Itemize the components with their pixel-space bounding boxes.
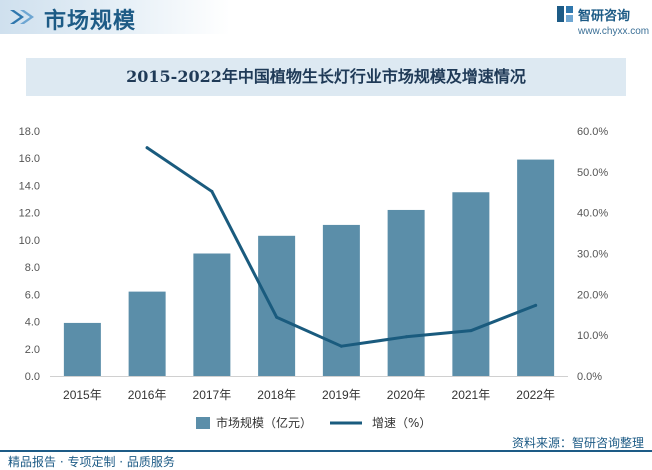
source-note: 资料来源：智研咨询整理 bbox=[511, 436, 644, 450]
y-left-tick-label: 0.0 bbox=[25, 371, 40, 383]
x-tick-label: 2018年 bbox=[257, 388, 296, 402]
y-left-tick-label: 12.0 bbox=[19, 208, 40, 220]
growth-point bbox=[534, 303, 538, 307]
growth-point bbox=[210, 189, 214, 193]
growth-point bbox=[469, 329, 473, 333]
bar bbox=[387, 209, 425, 376]
brand-url: www.chyxx.com bbox=[578, 26, 650, 37]
y-left-tick-label: 8.0 bbox=[25, 262, 40, 274]
y-right-tick-label: 60.0% bbox=[577, 126, 608, 138]
x-tick-label: 2021年 bbox=[452, 388, 491, 402]
bar bbox=[193, 253, 231, 376]
bar bbox=[517, 159, 555, 376]
y-left-tick-label: 4.0 bbox=[25, 317, 40, 329]
double-chevron-icon bbox=[10, 10, 34, 24]
x-tick-label: 2015年 bbox=[63, 388, 102, 402]
header-bar: 市场规模 智研咨询 www.chyxx.com bbox=[0, 0, 652, 37]
growth-point bbox=[404, 335, 408, 339]
x-tick-label: 2022年 bbox=[516, 388, 555, 402]
footer-divider bbox=[0, 450, 652, 452]
bar bbox=[128, 291, 166, 376]
y-right-tick-label: 0.0% bbox=[577, 371, 602, 383]
y-left-tick-label: 18.0 bbox=[19, 126, 40, 138]
y-left-tick-label: 16.0 bbox=[19, 153, 40, 165]
y-right-tick-label: 50.0% bbox=[577, 167, 608, 179]
legend-label-bar: 市场规模（亿元） bbox=[216, 415, 312, 430]
bar bbox=[258, 235, 296, 376]
y-right-tick-label: 10.0% bbox=[577, 330, 608, 342]
footer-tagline: 精品报告 · 专项定制 · 品质服务 bbox=[8, 455, 175, 469]
bar bbox=[63, 322, 101, 376]
y-left-tick-label: 14.0 bbox=[19, 180, 40, 192]
legend-swatch-bar bbox=[196, 417, 210, 429]
bar bbox=[452, 192, 490, 376]
brand-logo-icon bbox=[557, 6, 573, 22]
x-tick-label: 2017年 bbox=[193, 388, 232, 402]
y-left-tick-label: 10.0 bbox=[19, 235, 40, 247]
y-left-tick-label: 2.0 bbox=[25, 344, 40, 356]
legend-label-line: 增速（%） bbox=[372, 416, 431, 430]
growth-point bbox=[145, 146, 149, 150]
brand-name: 智研咨询 bbox=[578, 9, 631, 24]
growth-point bbox=[339, 344, 343, 348]
x-tick-label: 2020年 bbox=[387, 388, 426, 402]
chart-title: 2015-2022年中国植物生长灯行业市场规模及增速情况 bbox=[126, 67, 526, 86]
section-title: 市场规模 bbox=[44, 9, 137, 34]
x-tick-label: 2019年 bbox=[322, 388, 361, 402]
bar bbox=[322, 224, 360, 376]
header-band bbox=[0, 0, 230, 34]
y-left-tick-label: 6.0 bbox=[25, 289, 40, 301]
y-right-tick-label: 30.0% bbox=[577, 249, 608, 261]
x-tick-label: 2016年 bbox=[128, 388, 167, 402]
growth-point bbox=[275, 315, 279, 319]
y-right-tick-label: 40.0% bbox=[577, 208, 608, 220]
chart-title-box: 2015-2022年中国植物生长灯行业市场规模及增速情况 bbox=[26, 58, 626, 96]
y-right-tick-label: 20.0% bbox=[577, 289, 608, 301]
